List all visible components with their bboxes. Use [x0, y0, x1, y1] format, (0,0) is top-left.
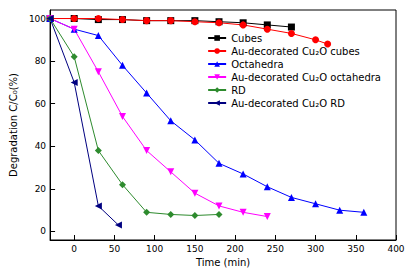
svg-text:300: 300	[307, 244, 324, 254]
svg-text:Time (min): Time (min)	[195, 257, 250, 268]
svg-text:200: 200	[227, 244, 244, 254]
svg-text:Degradation C/C₀(%): Degradation C/C₀(%)	[8, 73, 19, 177]
svg-text:400: 400	[387, 244, 404, 254]
svg-text:50: 50	[109, 244, 121, 254]
svg-text:20: 20	[35, 184, 47, 194]
svg-text:250: 250	[267, 244, 284, 254]
svg-text:Octahedra: Octahedra	[231, 59, 284, 70]
svg-text:Au-decorated Cu₂O RD: Au-decorated Cu₂O RD	[231, 98, 345, 109]
svg-text:80: 80	[35, 56, 47, 66]
svg-text:Au-decorated Cu₂O octahedra: Au-decorated Cu₂O octahedra	[231, 72, 381, 83]
svg-text:150: 150	[186, 244, 203, 254]
svg-text:0: 0	[40, 226, 46, 236]
svg-text:Au-decorated Cu₂O cubes: Au-decorated Cu₂O cubes	[231, 46, 360, 57]
svg-text:350: 350	[347, 244, 364, 254]
svg-text:100: 100	[29, 14, 46, 24]
svg-text:40: 40	[35, 141, 47, 151]
svg-text:100: 100	[146, 244, 163, 254]
svg-text:0: 0	[71, 244, 77, 254]
svg-text:Cubes: Cubes	[231, 33, 262, 44]
svg-text:60: 60	[35, 99, 47, 109]
svg-text:RD: RD	[231, 85, 246, 96]
